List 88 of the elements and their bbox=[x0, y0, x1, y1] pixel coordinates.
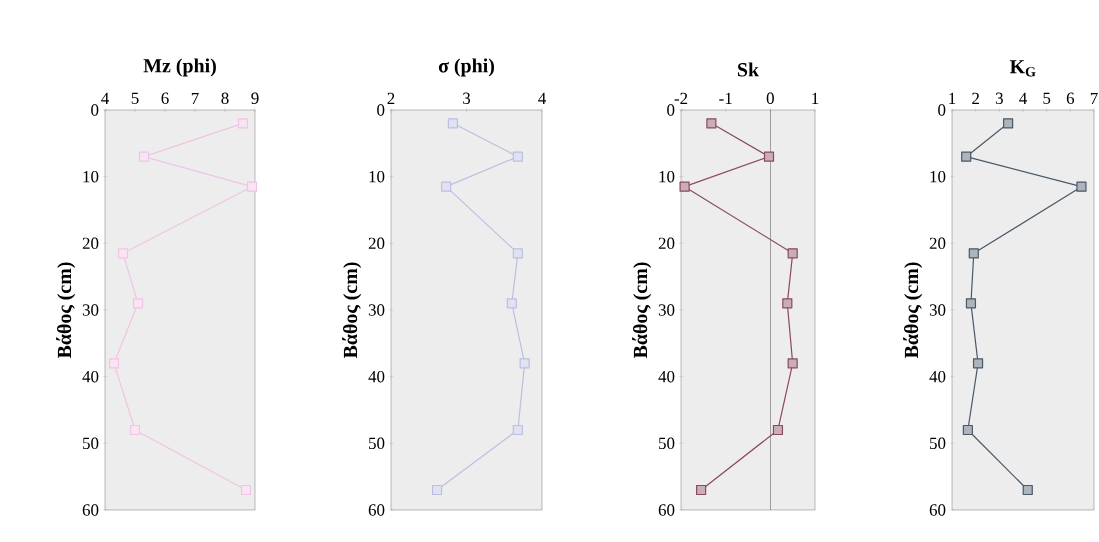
point bbox=[1003, 118, 1014, 129]
x-tick-label: 1 bbox=[949, 92, 956, 104]
point bbox=[961, 151, 972, 162]
point bbox=[1022, 484, 1033, 496]
y-tick-label: 0 bbox=[377, 104, 385, 116]
x-tick-label: 4 bbox=[1019, 92, 1027, 104]
y-tick-label: 40 bbox=[368, 370, 385, 383]
x-tick-label: 1 bbox=[812, 92, 819, 104]
point bbox=[972, 358, 984, 369]
y-tick-label: 20 bbox=[929, 237, 946, 250]
point bbox=[132, 298, 144, 309]
y-tick-label: 60 bbox=[658, 504, 675, 516]
point bbox=[968, 248, 979, 259]
x-tick-label: -1 bbox=[719, 92, 732, 104]
y-tick-label: 20 bbox=[82, 237, 99, 250]
point bbox=[441, 181, 452, 192]
x-tick-label: 2 bbox=[387, 92, 395, 104]
point bbox=[447, 118, 459, 129]
point bbox=[772, 424, 784, 436]
y-tick-label: 40 bbox=[658, 370, 675, 383]
y-tick-label: 0 bbox=[91, 104, 99, 116]
y-tick-label: 30 bbox=[658, 304, 675, 316]
point bbox=[506, 298, 517, 309]
point bbox=[962, 424, 973, 436]
y-axis-title: Βάθος (cm) bbox=[342, 262, 362, 359]
point bbox=[519, 358, 530, 369]
y-tick-label: 10 bbox=[659, 170, 675, 183]
point bbox=[787, 358, 798, 369]
y-tick-label: 50 bbox=[83, 437, 99, 450]
y-axis-title: Βάθος (cm) bbox=[903, 262, 923, 359]
y-tick-label: 50 bbox=[659, 437, 675, 450]
point bbox=[679, 181, 690, 192]
x-tick-label: 2 bbox=[972, 92, 979, 104]
point bbox=[763, 151, 775, 162]
point bbox=[240, 484, 252, 496]
x-tick-label: 3 bbox=[463, 92, 471, 104]
x-tick-label: 0 bbox=[766, 92, 774, 104]
y-axis-title: Βάθος (cm) bbox=[56, 262, 76, 359]
x-tick-label: 3 bbox=[995, 92, 1003, 104]
point bbox=[965, 298, 977, 309]
point bbox=[512, 424, 523, 436]
y-tick-label: 60 bbox=[82, 504, 99, 516]
x-tick-label: 4 bbox=[538, 92, 546, 104]
y-axis-title: Βάθος (cm) bbox=[632, 262, 652, 359]
chart-title: Sk bbox=[737, 62, 760, 77]
point bbox=[129, 424, 141, 436]
x-tick-label: 7 bbox=[1090, 92, 1098, 104]
chart-title: σ (phi) bbox=[438, 58, 495, 77]
point bbox=[782, 298, 793, 309]
point bbox=[108, 358, 120, 369]
chart-title: Mz (phi) bbox=[143, 58, 216, 77]
y-tick-label: 40 bbox=[929, 370, 946, 383]
x-tick-label: 5 bbox=[131, 92, 139, 104]
y-tick-label: 30 bbox=[929, 304, 946, 316]
y-tick-label: 0 bbox=[667, 104, 675, 116]
y-tick-label: 30 bbox=[82, 304, 99, 316]
y-tick-label: 30 bbox=[368, 304, 385, 316]
y-tick-label: 20 bbox=[368, 237, 385, 250]
y-tick-label: 0 bbox=[938, 104, 946, 116]
y-tick-label: 60 bbox=[368, 504, 385, 516]
x-tick-label: 6 bbox=[161, 92, 169, 104]
y-tick-label: 50 bbox=[369, 437, 385, 450]
x-tick-label: 5 bbox=[1043, 92, 1051, 104]
y-tick-label: 50 bbox=[930, 437, 946, 450]
point bbox=[117, 248, 129, 259]
y-tick-label: 20 bbox=[658, 237, 675, 250]
point bbox=[706, 118, 717, 129]
x-tick-label: 9 bbox=[251, 92, 259, 104]
x-tick-label: -2 bbox=[674, 92, 688, 104]
x-tick-label: 7 bbox=[191, 92, 199, 104]
y-tick-label: 40 bbox=[82, 370, 99, 383]
x-tick-label: 6 bbox=[1066, 92, 1075, 104]
y-tick-label: 10 bbox=[930, 170, 946, 183]
point bbox=[787, 248, 798, 259]
point bbox=[431, 484, 443, 496]
point bbox=[237, 118, 249, 129]
point bbox=[138, 151, 150, 162]
y-tick-label: 60 bbox=[929, 504, 946, 516]
x-tick-label: 4 bbox=[101, 92, 109, 104]
y-tick-label: 10 bbox=[369, 170, 385, 183]
point bbox=[512, 151, 523, 162]
y-tick-label: 10 bbox=[83, 170, 99, 183]
point bbox=[1076, 181, 1087, 192]
x-tick-label: 8 bbox=[221, 92, 229, 104]
point bbox=[512, 248, 523, 259]
chart-title: K$_{G}$ bbox=[1009, 60, 1036, 77]
point bbox=[246, 181, 258, 192]
point bbox=[696, 484, 707, 496]
